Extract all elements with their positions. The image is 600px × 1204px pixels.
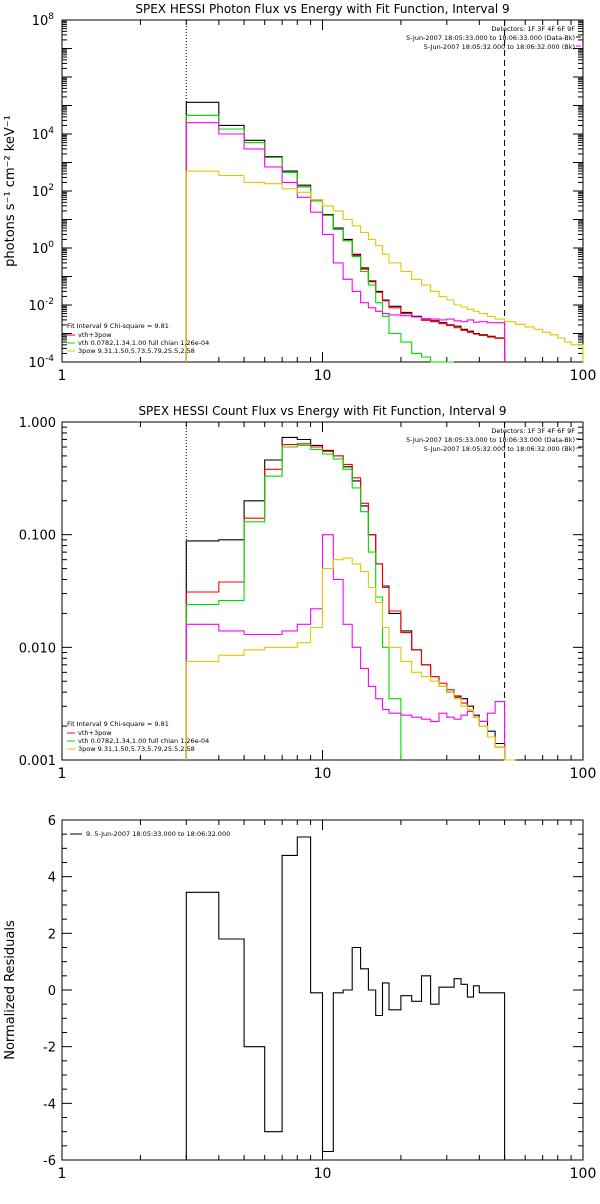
y-tick-label: -2 [43, 1041, 56, 1056]
x-tick-label: 10 [314, 766, 332, 782]
x-tick-label: 10 [314, 368, 332, 384]
chart-title: SPEX HESSI Count Flux vs Energy with Fit… [138, 404, 506, 418]
y-tick-label: -6 [43, 1154, 56, 1169]
y-tick-label: 108 [32, 12, 55, 29]
legend-title: Fit Interval 9 Chi-square = 9.81 [67, 720, 169, 728]
legend-title: Fit Interval 9 Chi-square = 9.81 [67, 322, 169, 330]
legend-top-left: 9. 5-Jun-2007 18:05:33.000 to 18:06:32.0… [70, 830, 230, 838]
x-tick-label: 1 [58, 1166, 67, 1182]
legend-bottom-left: Fit Interval 9 Chi-square = 9.81vth+3pow… [67, 322, 209, 355]
series-line-5 [185, 557, 516, 761]
y-tick-label: 0.010 [19, 641, 56, 656]
legend-top-right: Detectors: 1F 3F 4F 6F 9F5-Jun-2007 18:0… [406, 427, 581, 453]
legend-text: vth+3pow [78, 729, 112, 737]
series-line-4 [185, 534, 506, 760]
series-line-1 [185, 836, 506, 1160]
y-tick-label: 102 [32, 183, 54, 200]
y-tick-label: 1.000 [19, 416, 56, 431]
y-tick-label: 0 [48, 984, 56, 999]
legend-text: vth 0.0782,1.34,1.00 full chian 1.26e-04 [78, 737, 209, 745]
y-tick-label: 10-2 [28, 297, 54, 314]
legend-text: 3pow 9.31,1.50,5.73,5.79,25.5,2.58 [78, 347, 195, 355]
legend-text: vth+3pow [78, 331, 112, 339]
y-tick-label: 104 [32, 126, 55, 143]
x-tick-label: 1 [58, 766, 67, 782]
x-tick-label: 100 [570, 368, 597, 384]
panel-2: SPEX HESSI Count Flux vs Energy with Fit… [19, 404, 597, 782]
legend-text: 5-Jun-2007 18:05:33.000 to 18:06:33.000 … [406, 436, 575, 444]
legend-bottom-left: Fit Interval 9 Chi-square = 9.81vth+3pow… [67, 720, 209, 753]
chart-title: SPEX HESSI Photon Flux vs Energy with Fi… [135, 2, 509, 16]
legend-text: vth 0.0782,1.34,1.00 full chian 1.26e-04 [78, 339, 209, 347]
legend-text: 5-Jun-2007 18:05:33.000 to 18:06:33.000 … [406, 34, 575, 42]
x-tick-label: 1 [58, 368, 67, 384]
y-tick-label: 4 [48, 871, 56, 886]
series-line-3 [185, 444, 402, 760]
series-line-1 [185, 101, 506, 362]
panel-1: SPEX HESSI Photon Flux vs Energy with Fi… [3, 2, 596, 384]
y-axis: -6 -4 -2 0 2 4 6 [43, 814, 583, 1169]
series-line-3 [185, 114, 455, 363]
y-tick-label: 10-4 [28, 354, 54, 371]
y-axis-label: photons s⁻¹ cm⁻² keV⁻¹ [3, 115, 18, 267]
legend-text: 3pow 9.31,1.50,5.73,5.79,25.5,2.58 [78, 745, 195, 753]
legend-text: Detectors: 1F 3F 4F 6F 9F [491, 25, 575, 33]
y-tick-label: 0.100 [19, 529, 56, 544]
series-line-5 [185, 170, 584, 362]
y-axis: 0.001 0.010 0.100 1.000 [19, 416, 583, 769]
y-tick-label: -4 [43, 1097, 56, 1112]
y-tick-label: 6 [48, 814, 56, 829]
series-line-4 [185, 122, 506, 362]
y-tick-label: 0.001 [19, 754, 56, 769]
series-line-2 [185, 443, 506, 760]
x-tick-label: 100 [570, 1166, 597, 1182]
x-axis: 1 10 100 [58, 422, 597, 782]
y-tick-label: 2 [48, 927, 56, 942]
x-tick-label: 100 [570, 766, 597, 782]
x-axis: 1 10 100 [58, 820, 597, 1182]
y-axis-label: Normalized Residuals [3, 920, 18, 1060]
y-axis: 10-4 10-2 100 102 104 108 [28, 12, 583, 371]
x-tick-label: 10 [314, 1166, 332, 1182]
series-line-2 [185, 114, 506, 362]
y-tick-label: 100 [32, 240, 55, 257]
series-line-1 [185, 436, 506, 760]
legend-top-right: Detectors: 1F 3F 4F 6F 9F5-Jun-2007 18:0… [406, 25, 581, 51]
legend-text: 9. 5-Jun-2007 18:05:33.000 to 18:06:32.0… [86, 830, 230, 838]
legend-text: 5-Jun-2007 18:05:32.000 to 18:06:32.000 … [424, 43, 575, 51]
legend-text: Detectors: 1F 3F 4F 6F 9F [491, 427, 575, 435]
panel-3: 1 10 100 -6 -4 -2 0 2 4 6 Normalized Residuals 9. 5… [3, 814, 596, 1182]
legend-text: 5-Jun-2007 18:05:32.000 to 18:06:32.000 … [424, 445, 575, 453]
